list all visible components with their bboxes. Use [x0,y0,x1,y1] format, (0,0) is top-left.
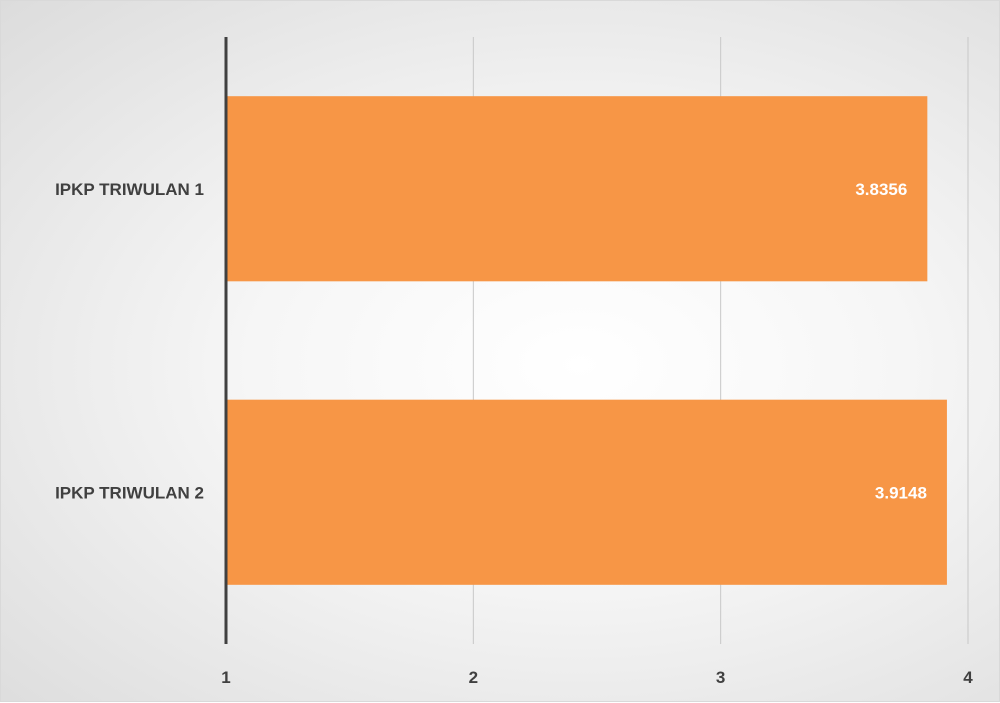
bar-2[interactable] [226,399,947,585]
category-label-1: IPKP TRIWULAN 1 [55,180,204,199]
bar-1[interactable] [226,96,928,282]
data-label-2: 3.9148 [875,483,927,502]
x-tick-label-3: 3 [716,668,725,687]
x-tick-label-2: 2 [469,668,478,687]
x-tick-label-1: 1 [221,668,230,687]
category-label-2: IPKP TRIWULAN 2 [55,483,204,502]
x-tick-label-4: 4 [963,668,973,687]
data-label-1: 3.8356 [855,180,907,199]
